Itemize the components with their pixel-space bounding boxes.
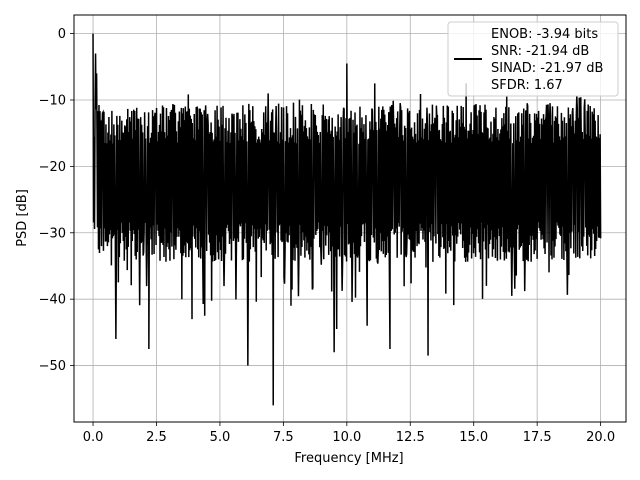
x-tick-label: 7.5 (273, 430, 294, 445)
x-tick-label: 17.5 (523, 430, 552, 445)
x-axis-ticks: 0.0 2.5 5.0 7.5 10.0 12.5 15.0 17.5 20.0 (83, 422, 615, 445)
legend: ENOB: -3.94 bits SNR: -21.94 dB SINAD: -… (447, 21, 619, 97)
y-tick-label: −30 (39, 226, 66, 241)
y-tick-label: 0 (58, 27, 66, 42)
x-tick-label: 20.0 (586, 430, 615, 445)
legend-entry-sinad: SINAD: -21.97 dB (491, 61, 603, 76)
plot-frame (73, 14, 627, 423)
y-tick-label: −20 (39, 160, 66, 175)
y-tick-label: −40 (39, 293, 66, 308)
y-tick-label: −10 (39, 93, 66, 108)
legend-entry-snr: SNR: -21.94 dB (491, 44, 589, 59)
x-tick-label: 12.5 (396, 430, 425, 445)
series-line-group (92, 33, 602, 406)
y-axis-ticks: 0 −10 −20 −30 −40 −50 (39, 27, 74, 374)
y-axis-label: PSD [dB] (15, 189, 30, 247)
x-tick-label: 5.0 (210, 430, 231, 445)
x-tick-label: 2.5 (146, 430, 167, 445)
legend-entry-sfdr: SFDR: 1.67 (491, 78, 563, 93)
x-axis-label: Frequency [MHz] (294, 451, 403, 466)
x-tick-label: 15.0 (459, 430, 488, 445)
legend-entry-enob: ENOB: -3.94 bits (491, 27, 598, 42)
x-tick-label: 10.0 (332, 430, 361, 445)
legend-box (447, 21, 619, 97)
y-tick-label: −50 (39, 359, 66, 374)
psd-series-line (92, 33, 602, 406)
x-tick-label: 0.0 (83, 430, 104, 445)
